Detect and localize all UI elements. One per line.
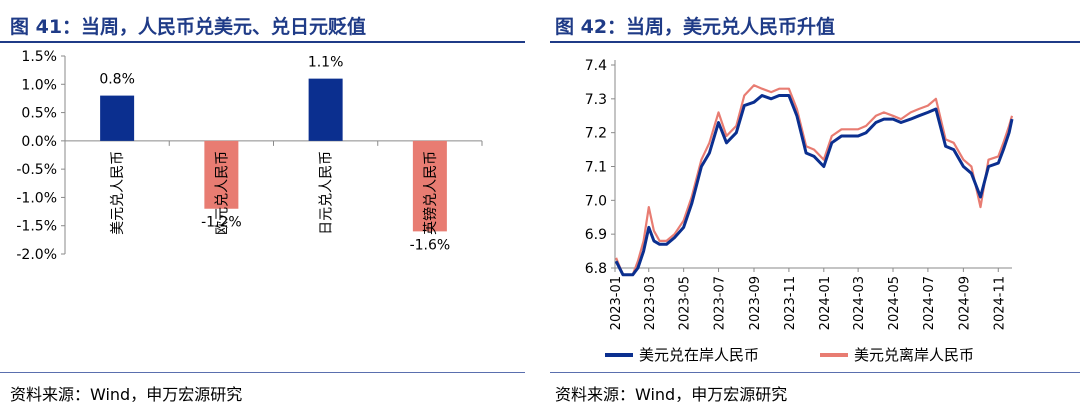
y-tick-label: -0.5% bbox=[16, 162, 57, 178]
y-tick-label: 6.8 bbox=[585, 261, 607, 277]
legend-item-onshore: 美元兑在岸人民币 bbox=[605, 344, 759, 365]
category-label: 英镑兑人民币 bbox=[422, 151, 439, 235]
left-chart-title: 图 41：当周，人民币兑美元、兑日元贬值 bbox=[10, 16, 367, 38]
category-label: 美元兑人民币 bbox=[110, 151, 126, 235]
y-tick-label: 0.5% bbox=[21, 106, 57, 122]
series-line-onshore bbox=[614, 94, 1014, 277]
x-tick-label: 2024-05 bbox=[887, 276, 902, 330]
legend-label-onshore: 美元兑在岸人民币 bbox=[639, 346, 760, 364]
y-tick-label: 7.0 bbox=[585, 193, 607, 209]
right-panel: 图 42：当周，美元兑人民币升值 7.4 7.3 7.2 7.1 7.0 6.9 6.8 20… bbox=[550, 0, 1080, 419]
y-tick-label: -2.0% bbox=[16, 247, 57, 263]
y-tick-label: 1.5% bbox=[21, 49, 57, 65]
left-source-rule bbox=[0, 372, 525, 373]
y-tick-label: 7.3 bbox=[585, 92, 607, 108]
right-source-rule bbox=[550, 372, 1080, 373]
x-tick-label: 2023-09 bbox=[748, 276, 763, 330]
y-tick-label: 7.2 bbox=[585, 126, 607, 142]
x-tick-label: 2024-01 bbox=[818, 276, 833, 330]
left-source-note: 资料来源：Wind，申万宏源研究 bbox=[10, 385, 243, 404]
bar bbox=[308, 78, 343, 141]
right-source-note: 资料来源：Wind，申万宏源研究 bbox=[555, 385, 788, 404]
y-tick-label: 7.1 bbox=[585, 160, 607, 176]
right-title-rule bbox=[550, 41, 1080, 43]
legend-swatch-onshore bbox=[605, 352, 633, 357]
y-tick-label: 6.9 bbox=[585, 227, 607, 243]
x-tick-label: 2024-07 bbox=[922, 276, 937, 330]
legend-swatch-offshore bbox=[820, 352, 848, 357]
y-tick-label: -1.5% bbox=[16, 219, 57, 235]
x-tick-label: 2023-03 bbox=[643, 276, 658, 330]
x-tick-label: 2023-07 bbox=[713, 276, 728, 330]
x-tick-label: 2023-01 bbox=[609, 276, 624, 330]
bar-data-label: 1.1% bbox=[308, 55, 344, 71]
right-chart-title: 图 42：当周，美元兑人民币升值 bbox=[555, 16, 836, 38]
y-tick-label: 7.4 bbox=[585, 58, 607, 74]
legend-item-offshore: 美元兑离岸人民币 bbox=[820, 344, 974, 365]
series-line-offshore bbox=[615, 84, 1014, 276]
bar-data-label: 0.8% bbox=[99, 72, 135, 88]
bar-chart: 1.5% 1.0% 0.5% 0.0% -0.5% -1.0% -1.5% -2.0% 0.8%… bbox=[16, 49, 483, 263]
x-tick-label: 2023-05 bbox=[678, 276, 693, 330]
x-tick-label: 2024-11 bbox=[992, 276, 1007, 330]
y-tick-label: 0.0% bbox=[21, 134, 57, 150]
category-label: 日元兑人民币 bbox=[319, 151, 335, 235]
y-tick-label: 1.0% bbox=[21, 77, 57, 93]
bar-data-label: -1.2% bbox=[201, 215, 242, 231]
bar-data-label: -1.6% bbox=[410, 237, 451, 253]
legend-label-offshore: 美元兑离岸人民币 bbox=[854, 346, 975, 364]
left-title-rule bbox=[0, 41, 525, 43]
bar bbox=[204, 140, 239, 209]
x-tick-label: 2024-09 bbox=[957, 276, 972, 330]
x-tick-label: 2023-11 bbox=[783, 276, 798, 330]
y-tick-label: -1.0% bbox=[16, 190, 57, 206]
category-label: 欧元兑人民币 bbox=[214, 151, 230, 235]
left-panel: 图 41：当周，人民币兑美元、兑日元贬值 1.5% 1.0% 0.5% 0.0% -0.… bbox=[0, 0, 525, 419]
bar bbox=[100, 95, 135, 141]
bar bbox=[412, 140, 447, 232]
x-tick-label: 2024-03 bbox=[852, 276, 867, 330]
